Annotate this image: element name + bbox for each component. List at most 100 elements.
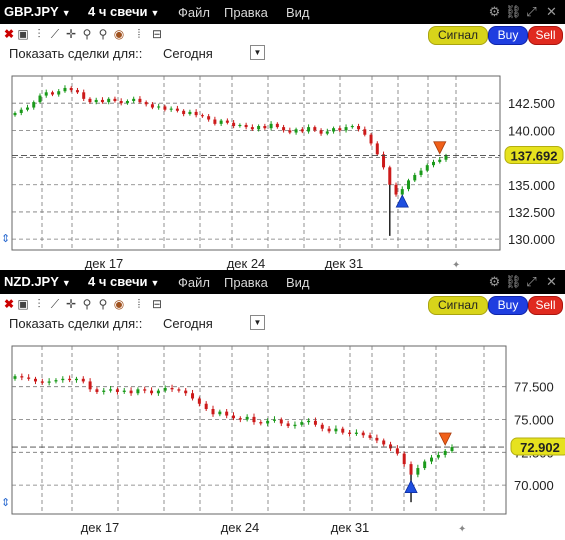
timeframe-selector[interactable]: 4 ч свечи ▼ — [88, 4, 159, 19]
candle-body — [307, 127, 311, 132]
candle-body — [402, 453, 406, 465]
crosshair-icon[interactable]: ✛ — [65, 27, 77, 41]
timeframe-selector[interactable]: 4 ч свечи ▼ — [88, 274, 159, 289]
signal-button[interactable]: Сигнал — [428, 26, 488, 45]
zoom-out-icon[interactable]: ⚲ — [98, 297, 108, 311]
candle-body — [266, 420, 270, 424]
candle-body — [25, 107, 29, 110]
candle-body — [13, 376, 17, 379]
candle-body — [211, 409, 215, 415]
candle-body — [409, 464, 413, 475]
menu-edit[interactable]: Правка — [224, 5, 268, 20]
candle-body — [225, 120, 229, 123]
chevron-down-icon[interactable]: ▼ — [250, 315, 265, 330]
candle-body — [279, 419, 283, 424]
y-tick-label: 130.000 — [508, 232, 555, 247]
menu-edit[interactable]: Правка — [224, 275, 268, 290]
zoom-reset-icon[interactable]: ◉ — [113, 297, 125, 311]
symbol-selector[interactable]: NZD.JPY ▼ — [4, 274, 71, 289]
price-chart[interactable]: 142.500140.000137.500135.000132.500130.0… — [0, 64, 565, 270]
maximize-icon[interactable]: ⤢ — [526, 274, 537, 289]
candles-icon[interactable]: ⦙ — [137, 27, 141, 41]
candle-body — [282, 127, 286, 131]
gear-icon[interactable]: ⚙ — [488, 274, 501, 289]
zoom-out-icon[interactable]: ⚲ — [98, 27, 108, 41]
link-icon[interactable]: ⛓ — [505, 274, 522, 289]
chart-toolbar: ✖ ▣ ⫶ ⟋ ✛ ⚲ ⚲ ◉ ⦙ ⊟ Сигнал Buy Sell — [0, 24, 565, 45]
candle-body — [88, 98, 92, 103]
zoom-in-icon[interactable]: ⚲ — [82, 297, 92, 311]
chevron-down-icon: ▼ — [61, 8, 71, 18]
candle-body — [444, 155, 448, 160]
bars-icon[interactable]: ⫶ — [37, 297, 41, 311]
buy-button[interactable]: Buy — [488, 26, 528, 45]
candle-body — [163, 388, 167, 391]
candle-body — [191, 393, 195, 399]
trendline-icon[interactable]: ⟋ — [50, 297, 60, 311]
price-badge — [510, 437, 565, 456]
close-icon[interactable]: ✖ — [3, 297, 15, 311]
x-tick-label: дек 17 — [81, 520, 120, 535]
gear-icon[interactable]: ⚙ — [488, 4, 501, 19]
deals-value[interactable]: Сегодня — [163, 46, 213, 61]
candle-body — [245, 416, 249, 420]
close-icon[interactable]: ✖ — [3, 27, 15, 41]
close-icon[interactable]: ✕ — [546, 274, 557, 289]
candle-body — [269, 123, 273, 129]
menu-file[interactable]: Файл — [178, 5, 210, 20]
symbol-label: GBP.JPY — [4, 4, 59, 19]
candle-body — [250, 127, 254, 130]
signal-button[interactable]: Сигнал — [428, 296, 488, 315]
candle-body — [263, 126, 267, 129]
menu-file[interactable]: Файл — [178, 275, 210, 290]
scroll-end-icon: ✦ — [452, 260, 460, 270]
candle-body — [125, 101, 129, 104]
candle-body — [38, 95, 42, 103]
chevron-down-icon: ▼ — [61, 278, 71, 288]
price-badge-label: 72.902 — [520, 440, 560, 455]
bars-icon[interactable]: ⫶ — [37, 27, 41, 41]
cursor-icon[interactable]: ▣ — [17, 27, 29, 41]
deals-label: Показать сделки для:: — [9, 46, 143, 61]
candle-body — [313, 420, 317, 425]
deals-value[interactable]: Сегодня — [163, 316, 213, 331]
menu-view[interactable]: Вид — [286, 5, 310, 20]
menu-view[interactable]: Вид — [286, 275, 310, 290]
candle-body — [107, 98, 111, 103]
buy-marker — [404, 479, 418, 494]
zoom-in-icon[interactable]: ⚲ — [82, 27, 92, 41]
candle-body — [388, 167, 392, 185]
cursor-icon[interactable]: ▣ — [17, 297, 29, 311]
candle-body — [194, 111, 198, 116]
candle-body — [197, 398, 201, 404]
candle-body — [100, 99, 104, 103]
crosshair-icon[interactable]: ✛ — [65, 297, 77, 311]
sell-button[interactable]: Sell — [528, 296, 563, 315]
candle-body — [425, 165, 429, 171]
candle-body — [259, 422, 263, 424]
sell-button[interactable]: Sell — [528, 26, 563, 45]
candle-body — [334, 428, 338, 432]
candle-body — [361, 432, 365, 436]
close-icon[interactable]: ✕ — [546, 4, 557, 19]
trendline-icon[interactable]: ⟋ — [50, 27, 60, 41]
candle-body — [74, 378, 78, 381]
symbol-selector[interactable]: GBP.JPY ▼ — [4, 4, 71, 19]
candle-body — [394, 184, 398, 195]
candle-body — [338, 128, 342, 131]
buy-button[interactable]: Buy — [488, 296, 528, 315]
chevron-down-icon: ▼ — [150, 278, 160, 288]
timeframe-label: 4 ч свечи — [88, 274, 148, 289]
deals-label: Показать сделки для:: — [9, 316, 143, 331]
candle-body — [344, 127, 348, 131]
options-icon[interactable]: ⊟ — [151, 27, 163, 41]
deals-filter-row: Показать сделки для:: Сегодня ▼ — [0, 314, 565, 334]
options-icon[interactable]: ⊟ — [151, 297, 163, 311]
maximize-icon[interactable]: ⤢ — [526, 4, 537, 19]
candle-body — [207, 116, 211, 120]
candles-icon[interactable]: ⦙ — [137, 297, 141, 311]
zoom-reset-icon[interactable]: ◉ — [113, 27, 125, 41]
chevron-down-icon[interactable]: ▼ — [250, 45, 265, 60]
link-icon[interactable]: ⛓ — [505, 4, 522, 19]
